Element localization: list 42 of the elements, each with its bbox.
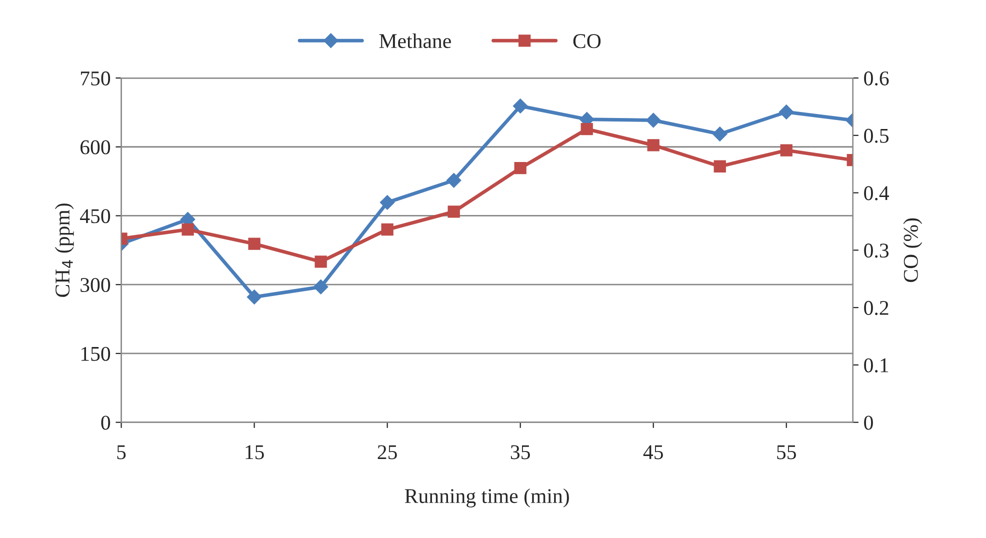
x-tick-label: 25 [378,445,397,460]
y2-tick-label: 0.6 [864,71,889,86]
y-tick-label: 750 [80,71,110,86]
point [580,123,593,136]
y-tick-label: 450 [80,209,110,224]
y2-tick-label: 0.4 [864,186,890,200]
x-tick-label: 35 [510,445,530,460]
point [778,104,794,120]
y2-tick-label: 0.5 [864,128,889,143]
point [647,139,660,152]
legend-label: CO [573,34,601,48]
x-tick-label: 45 [643,445,663,460]
point [646,112,661,128]
point [381,223,394,236]
point [512,98,528,114]
y2-tick-label: 0.3 [864,244,889,258]
y-axis-title: CH$_{4}$ (ppm) [54,204,74,297]
point [780,144,792,156]
y2-tick-label: 0 [864,416,873,430]
y-tick-label: 600 [80,140,110,154]
point [380,195,395,210]
y-tick-label: 300 [80,278,110,292]
y-tick-label: 0 [101,416,110,430]
point [712,126,728,142]
y-tick-label: 150 [81,346,110,361]
x-tick-label: 55 [777,445,796,460]
point [248,238,260,250]
y2-axis-title: CO (%) [903,218,922,282]
y2-tick-label: 0.1 [864,358,888,372]
x-axis-title: Running time (min) [404,488,569,508]
x-tick-label: 15 [246,445,264,460]
point [246,290,262,304]
point [714,160,726,172]
x-tick-label: 5 [117,445,126,460]
point [314,256,327,268]
y2-tick-label: 0.2 [864,300,888,316]
point [446,172,462,188]
point [182,223,194,236]
point [313,280,328,294]
point [514,162,526,174]
point [448,206,460,218]
legend-label: Methane [379,33,451,48]
